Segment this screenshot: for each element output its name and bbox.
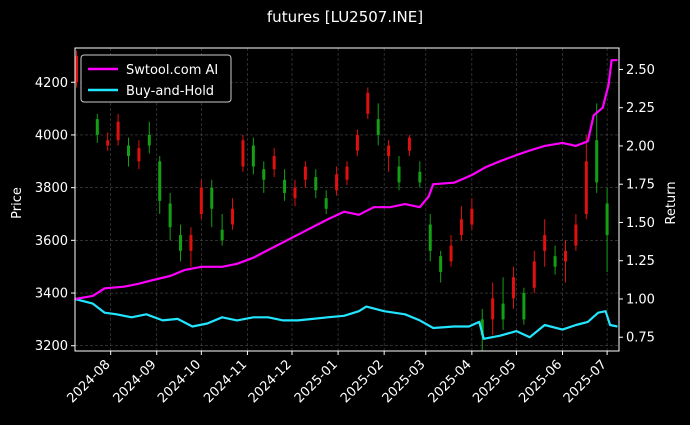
candle-body: [407, 137, 411, 151]
candle-body: [137, 148, 141, 162]
y-axis-left: 3200 3400 3600 3800 4000 4200: [35, 76, 75, 354]
candle-body: [116, 121, 120, 141]
candle-body: [574, 224, 578, 246]
candle-body: [158, 161, 162, 201]
candle-body: [418, 171, 422, 183]
candle-body: [449, 245, 453, 262]
y-tick-label-right: 1.25: [626, 254, 655, 269]
legend-label-bh: Buy-and-Hold: [126, 84, 214, 99]
y-tick-label-left: 3400: [35, 287, 68, 302]
candle-body: [335, 174, 339, 191]
y-axis-label-left: Price: [10, 187, 25, 219]
swtool-ai-line: [74, 59, 618, 301]
candle-body: [376, 119, 380, 135]
legend-box: [80, 54, 232, 103]
y-tick-label-right: 2.25: [626, 101, 655, 116]
candle-body: [553, 256, 557, 267]
candle-body: [522, 293, 526, 320]
candle-body: [324, 198, 328, 209]
candle-body: [147, 134, 151, 146]
candle-body: [189, 235, 193, 251]
candle-body: [543, 235, 547, 251]
line-series: [74, 59, 618, 340]
candle-body: [397, 166, 401, 183]
candle-body: [220, 229, 224, 241]
candle-body: [293, 187, 297, 199]
candle-body: [459, 219, 463, 236]
y-tick-label-left: 4000: [35, 128, 68, 143]
legend-label-ai: Swtool.com AI: [126, 63, 218, 78]
legend: Swtool.com AI Buy-and-Hold: [80, 54, 232, 103]
candle-body: [428, 224, 432, 251]
y-tick-label-right: 1.75: [626, 178, 655, 193]
candle-body: [366, 92, 370, 114]
candle-body: [501, 303, 505, 320]
y-tick-label-right: 1.50: [626, 216, 655, 231]
candle-body: [532, 261, 536, 288]
candle-body: [303, 166, 307, 180]
y-axis-right: 0.75 1.00 1.25 1.50 1.75 2.00 2.25 2.50: [619, 63, 655, 346]
y-tick-label-right: 0.75: [626, 331, 655, 346]
candle-body: [480, 319, 484, 336]
candle-body: [231, 208, 235, 225]
y-tick-label-right: 1.00: [626, 292, 655, 307]
y-tick-label-left: 3600: [35, 234, 68, 249]
candle-body: [74, 55, 78, 83]
candle-body: [563, 250, 567, 262]
candle-body: [272, 156, 276, 170]
candle-body: [595, 140, 599, 183]
candle-body: [241, 140, 245, 167]
candle-body: [355, 134, 359, 151]
candle-body: [584, 161, 588, 214]
y-tick-label-right: 2.00: [626, 139, 655, 154]
y-tick-label-left: 4200: [35, 76, 68, 91]
y-tick-label-right: 2.50: [626, 63, 655, 78]
candle-body: [262, 169, 266, 180]
candle-body: [470, 208, 474, 225]
candle-body: [511, 277, 515, 299]
chart-title: futures [LU2507.INE]: [267, 8, 423, 26]
candle-body: [314, 177, 318, 191]
y-tick-label-left: 3800: [35, 181, 68, 196]
candle-body: [439, 256, 443, 272]
buy-and-hold-line: [74, 297, 618, 340]
candle-body: [251, 145, 255, 167]
candle-body: [127, 145, 131, 157]
candle-body: [168, 203, 172, 228]
y-tick-label-left: 3200: [35, 339, 68, 354]
plot-frame: [74, 47, 620, 352]
candle-body: [210, 187, 214, 209]
candle-body: [283, 179, 287, 193]
candle-body: [605, 203, 609, 236]
candle-body: [95, 119, 99, 135]
y-axis-label-right: Return: [664, 181, 679, 224]
candle-body: [387, 145, 391, 157]
candle-body: [179, 235, 183, 251]
candlestick-series: [74, 50, 609, 351]
candle-body: [345, 166, 349, 180]
candle-body: [106, 140, 110, 146]
candle-body: [199, 187, 203, 214]
candle-body: [491, 298, 495, 320]
